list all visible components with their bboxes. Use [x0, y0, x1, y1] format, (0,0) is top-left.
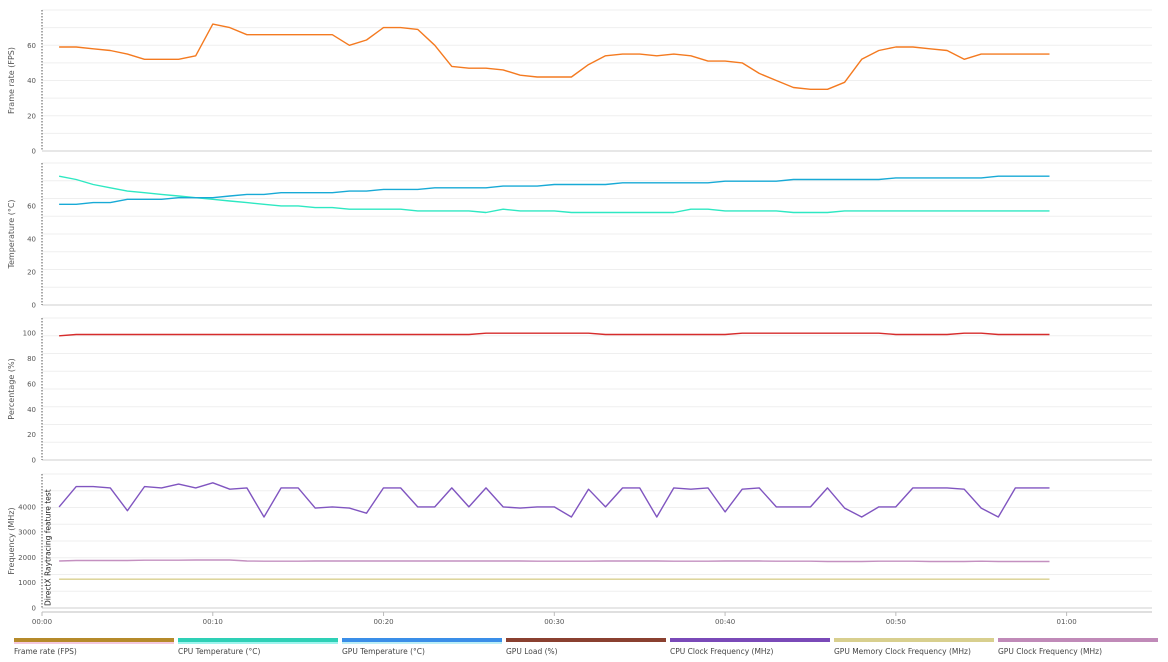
legend-item[interactable]: CPU Clock Frequency (MHz) — [670, 638, 830, 660]
legend-swatch-highlight — [342, 642, 502, 644]
x-tick-label: 00:00 — [32, 618, 52, 626]
legend-swatch — [14, 638, 174, 642]
legend-swatch-highlight — [834, 642, 994, 644]
y-tick-label: 100 — [23, 330, 36, 338]
y-tick-label: 40 — [27, 235, 36, 243]
legend-swatch — [998, 638, 1158, 642]
y-tick-label: 4000 — [18, 503, 36, 511]
series-line — [59, 559, 1050, 563]
y-tick-label: 40 — [27, 77, 36, 85]
x-tick-label: 00:30 — [544, 618, 564, 626]
legend-label: GPU Memory Clock Frequency (MHz) — [834, 647, 971, 656]
legend-swatch-highlight — [670, 642, 830, 644]
y-tick-label: 60 — [27, 202, 36, 210]
legend: Frame rate (FPS) CPU Temperature (°C) GPU … — [14, 638, 1164, 660]
y-axis-label: Percentage (%) — [7, 358, 16, 419]
legend-item[interactable]: CPU Temperature (°C) — [178, 638, 338, 660]
legend-swatch-highlight — [506, 642, 666, 644]
legend-swatch — [834, 638, 994, 642]
legend-label: Frame rate (FPS) — [14, 647, 77, 656]
legend-swatch — [670, 638, 830, 642]
legend-item[interactable]: GPU Clock Frequency (MHz) — [998, 638, 1158, 660]
x-tick-label: 00:50 — [886, 618, 906, 626]
y-tick-label: 20 — [27, 431, 36, 439]
y-tick-label: 0 — [32, 457, 36, 465]
legend-swatch — [506, 638, 666, 642]
y-axis-label: Frequency (MHz) — [7, 507, 16, 574]
legend-swatch-highlight — [14, 642, 174, 644]
y-tick-label: 80 — [27, 355, 36, 363]
x-tick-label: 00:10 — [203, 618, 223, 626]
series-line — [58, 482, 1050, 518]
y-axis-label: Frame rate (FPS) — [7, 47, 16, 114]
y-tick-label: 2000 — [18, 554, 36, 562]
annotation-label: DirectX Raytracing feature test — [44, 489, 53, 606]
x-tick-label: 00:20 — [373, 618, 393, 626]
y-tick-label: 3000 — [18, 529, 36, 537]
series-line — [59, 23, 1050, 91]
y-tick-label: 0 — [32, 148, 36, 156]
x-tick-label: 00:40 — [715, 618, 735, 626]
legend-label: GPU Clock Frequency (MHz) — [998, 647, 1102, 656]
legend-label: GPU Load (%) — [506, 647, 558, 656]
legend-swatch — [178, 638, 338, 642]
y-tick-label: 60 — [27, 42, 36, 50]
series-line — [58, 175, 1050, 214]
legend-item[interactable]: GPU Load (%) — [506, 638, 666, 660]
y-axis-label: Temperature (°C) — [7, 199, 16, 269]
legend-swatch-highlight — [998, 642, 1158, 644]
y-tick-label: 40 — [27, 406, 36, 414]
y-tick-label: 20 — [27, 112, 36, 120]
legend-label: CPU Clock Frequency (MHz) — [670, 647, 774, 656]
series-line — [59, 175, 1050, 206]
y-tick-label: 60 — [27, 380, 36, 388]
legend-item[interactable]: GPU Temperature (°C) — [342, 638, 502, 660]
y-tick-label: 0 — [32, 605, 36, 613]
series-line — [59, 332, 1050, 337]
legend-label: GPU Temperature (°C) — [342, 647, 425, 656]
y-tick-label: 20 — [27, 268, 36, 276]
legend-swatch — [342, 638, 502, 642]
legend-item[interactable]: Frame rate (FPS) — [14, 638, 174, 660]
x-tick-label: 01:00 — [1057, 618, 1077, 626]
y-tick-label: 1000 — [18, 579, 36, 587]
legend-swatch-highlight — [178, 642, 338, 644]
y-tick-label: 0 — [32, 302, 36, 310]
legend-label: CPU Temperature (°C) — [178, 647, 261, 656]
legend-item[interactable]: GPU Memory Clock Frequency (MHz) — [834, 638, 994, 660]
